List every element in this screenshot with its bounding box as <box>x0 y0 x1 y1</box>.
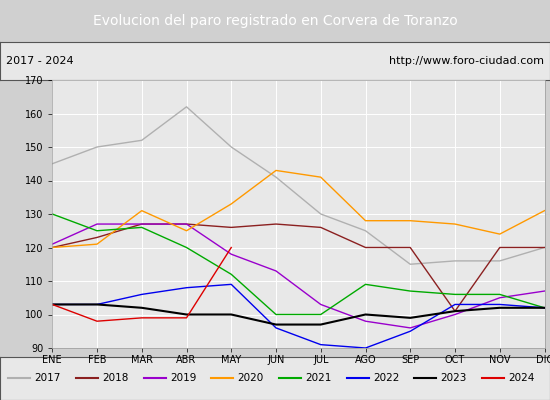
Text: 2020: 2020 <box>238 374 264 383</box>
Text: 2018: 2018 <box>102 374 129 383</box>
Text: http://www.foro-ciudad.com: http://www.foro-ciudad.com <box>389 56 544 66</box>
Text: 2019: 2019 <box>170 374 196 383</box>
Text: 2017: 2017 <box>35 374 61 383</box>
Text: 2023: 2023 <box>441 374 467 383</box>
Text: 2024: 2024 <box>508 374 535 383</box>
Text: Evolucion del paro registrado en Corvera de Toranzo: Evolucion del paro registrado en Corvera… <box>92 14 458 28</box>
Text: 2022: 2022 <box>373 374 399 383</box>
Text: 2017 - 2024: 2017 - 2024 <box>6 56 73 66</box>
Text: 2021: 2021 <box>305 374 332 383</box>
